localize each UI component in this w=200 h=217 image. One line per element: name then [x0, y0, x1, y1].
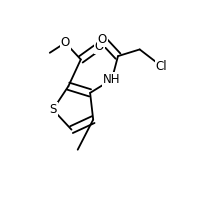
Text: S: S	[49, 103, 57, 116]
Text: O: O	[95, 39, 104, 53]
Text: O: O	[61, 36, 70, 49]
Text: NH: NH	[103, 73, 121, 86]
Text: O: O	[98, 33, 107, 46]
Text: Cl: Cl	[156, 60, 167, 73]
